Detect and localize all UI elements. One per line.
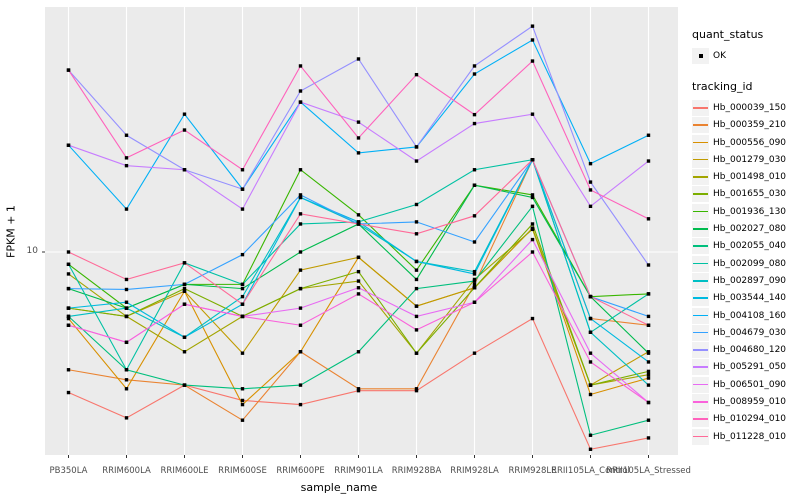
legend-item-label: OK: [713, 50, 726, 61]
y-axis-title: FPKM + 1: [4, 205, 18, 258]
legend-item-label: Hb_000359_210: [713, 120, 787, 131]
legend-item-label: Hb_001279_030: [713, 154, 787, 165]
y-axis-tick-label: 10: [26, 246, 38, 256]
legend-item-label: Hb_000039_150: [713, 102, 787, 113]
axis-ticks: [42, 251, 649, 458]
legend-item-label: Hb_006501_090: [713, 379, 787, 390]
series-color-key-icon: [692, 238, 709, 255]
x-tick-label: RRIM600LA: [102, 466, 151, 476]
legend-item-Hb_004680_120: Hb_004680_120: [692, 341, 798, 359]
legend-tracking-items: Hb_000039_150 Hb_000359_210 Hb_000556_090 H…: [692, 99, 798, 445]
x-tick-label: RRIM600PE: [276, 466, 325, 476]
x-tick-label: RRIM928BA: [391, 466, 442, 476]
legend-item-label: Hb_010294_010: [713, 414, 787, 425]
legend-item-label: Hb_001498_010: [713, 172, 787, 183]
series-color-key-icon: [692, 290, 709, 307]
series-color-key-icon: [692, 117, 709, 134]
x-tick-label: RRIM600LE: [160, 466, 209, 476]
legend-item-Hb_004108_160: Hb_004108_160: [692, 307, 798, 324]
series-color-key-icon: [692, 151, 709, 168]
series-color-key-icon: [692, 203, 709, 220]
legend-item-label: Hb_005291_050: [713, 362, 787, 373]
legend-title-quant-status: quant_status: [692, 28, 764, 41]
series-color-key-icon: [692, 359, 709, 376]
x-tick-label: PB350LA: [49, 466, 88, 476]
legend-item-Hb_002055_040: Hb_002055_040: [692, 238, 798, 255]
series-color-key-icon: [692, 411, 709, 428]
legend-item-label: Hb_001655_030: [713, 189, 787, 200]
legend-item-label: Hb_004680_120: [713, 345, 787, 356]
legend-item-Hb_002027_080: Hb_002027_080: [692, 220, 798, 238]
x-tick-label: RRII105LA_Control: [551, 466, 630, 476]
series-color-key-icon: [692, 99, 709, 116]
series-color-key-icon: [692, 428, 709, 445]
x-tick-label: RRIM901LA: [334, 466, 383, 476]
legend-item-Hb_000039_150: Hb_000039_150: [692, 99, 798, 116]
legend-item-label: Hb_001936_130: [713, 206, 787, 217]
series-color-key-icon: [692, 186, 709, 203]
series-color-key-icon: [692, 221, 709, 238]
legend-item-Hb_003544_140: Hb_003544_140: [692, 290, 798, 307]
legend-item-Hb_002897_090: Hb_002897_090: [692, 272, 798, 289]
legend: quant_status OK tracking_id Hb_000039_15…: [692, 24, 798, 445]
x-tick-label: RRIM600SE: [218, 466, 267, 476]
legend-item-Hb_005291_050: Hb_005291_050: [692, 359, 798, 376]
x-tick-label: RRII105LA_Stressed: [606, 466, 691, 476]
legend-item-label: Hb_003544_140: [713, 293, 787, 304]
legend-item-Hb_002099_080: Hb_002099_080: [692, 255, 798, 272]
series-color-key-icon: [692, 307, 709, 324]
legend-title-tracking-id: tracking_id: [692, 80, 753, 94]
x-tick-label: RRIM928LE: [508, 466, 557, 476]
legend-item-label: Hb_002897_090: [713, 275, 787, 286]
series-color-key-icon: [692, 324, 709, 341]
series-color-key-icon: [692, 255, 709, 272]
legend-item-label: Hb_008959_010: [713, 396, 787, 407]
data-points: [66, 24, 651, 451]
legend-item-Hb_001655_030: Hb_001655_030: [692, 186, 798, 203]
legend-item-Hb_000359_210: Hb_000359_210: [692, 117, 798, 134]
series-color-key-icon: [692, 272, 709, 289]
legend-item-ok: OK: [692, 47, 798, 64]
legend-item-label: Hb_002027_080: [713, 224, 787, 235]
legend-item-Hb_006501_090: Hb_006501_090: [692, 376, 798, 393]
black-point-key-icon: [692, 47, 709, 64]
legend-item-label: Hb_000556_090: [713, 137, 787, 148]
legend-item-label: Hb_002099_080: [713, 258, 787, 269]
legend-item-Hb_001498_010: Hb_001498_010: [692, 168, 798, 186]
series-color-key-icon: [692, 342, 709, 359]
legend-item-Hb_000556_090: Hb_000556_090: [692, 134, 798, 151]
panel-background: [45, 7, 678, 455]
legend-item-Hb_004679_030: Hb_004679_030: [692, 324, 798, 341]
legend-item-label: Hb_004679_030: [713, 327, 787, 338]
series-color-key-icon: [692, 134, 709, 151]
legend-item-Hb_008959_010: Hb_008959_010: [692, 393, 798, 410]
series-color-key-icon: [692, 393, 709, 410]
legend-item-Hb_010294_010: Hb_010294_010: [692, 411, 798, 428]
legend-item-Hb_001936_130: Hb_001936_130: [692, 203, 798, 220]
series-color-key-icon: [692, 376, 709, 393]
legend-item-label: Hb_002055_040: [713, 241, 787, 252]
series-color-key-icon: [692, 169, 709, 186]
legend-item-Hb_011228_010: Hb_011228_010: [692, 428, 798, 445]
x-tick-label: RRIM928LA: [450, 466, 499, 476]
legend-item-label: Hb_004108_160: [713, 310, 787, 321]
x-axis-title: sample_name: [300, 481, 378, 494]
legend-item-label: Hb_011228_010: [713, 431, 787, 442]
legend-item-Hb_001279_030: Hb_001279_030: [692, 151, 798, 168]
